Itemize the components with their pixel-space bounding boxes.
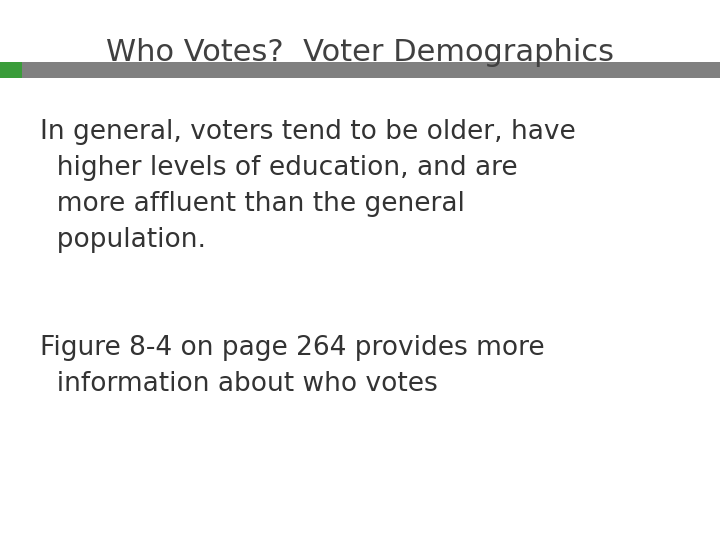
Bar bbox=[22, 62, 720, 78]
Text: Who Votes?  Voter Demographics: Who Votes? Voter Demographics bbox=[106, 38, 614, 67]
Text: Figure 8-4 on page 264 provides more
  information about who votes: Figure 8-4 on page 264 provides more inf… bbox=[40, 335, 544, 397]
Text: In general, voters tend to be older, have
  higher levels of education, and are
: In general, voters tend to be older, hav… bbox=[40, 119, 575, 253]
Bar bbox=[0, 62, 22, 78]
